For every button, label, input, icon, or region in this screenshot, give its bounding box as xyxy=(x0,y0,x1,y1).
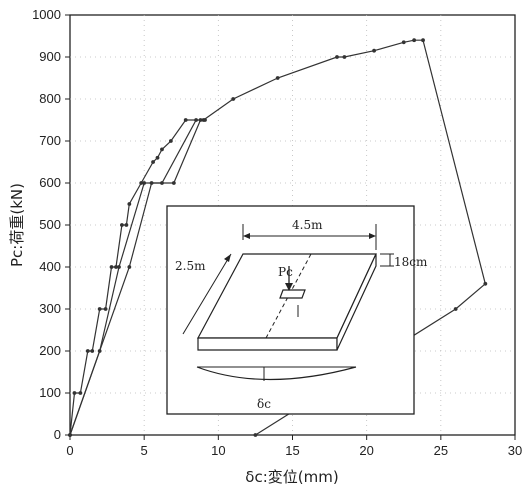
y-tick-label: 900 xyxy=(39,49,61,64)
data-point xyxy=(275,76,280,80)
y-tick-label: 100 xyxy=(39,385,61,400)
data-point xyxy=(421,38,425,43)
y-tick-label: 0 xyxy=(54,427,61,442)
data-point xyxy=(253,433,258,437)
data-point xyxy=(90,349,95,353)
data-point xyxy=(120,223,124,227)
depth-label: 2.5m xyxy=(175,259,206,273)
slab-centerline xyxy=(265,253,312,339)
data-point xyxy=(231,97,236,101)
y-tick-label: 1000 xyxy=(32,7,61,22)
data-point xyxy=(401,40,406,45)
load-arrow-head xyxy=(285,283,293,291)
y-tick-label: 500 xyxy=(39,217,61,232)
depth-dimension-line xyxy=(182,253,232,335)
data-point xyxy=(151,160,155,164)
deflection-label: δc xyxy=(257,397,271,411)
x-tick-label: 30 xyxy=(508,443,522,458)
depth-arrow-top xyxy=(224,254,231,262)
data-point xyxy=(453,307,458,311)
y-tick-label: 400 xyxy=(39,259,61,274)
slab-side-face xyxy=(336,253,377,351)
data-point xyxy=(342,55,347,59)
width-arrow-left xyxy=(243,233,250,239)
x-tick-label: 10 xyxy=(211,443,225,458)
grid-lines xyxy=(70,15,515,435)
data-point xyxy=(139,181,144,185)
data-point xyxy=(103,307,108,311)
data-point xyxy=(124,223,129,227)
data-point xyxy=(149,181,154,185)
data-point xyxy=(160,147,164,152)
data-point xyxy=(372,48,376,53)
series-layer xyxy=(68,38,488,437)
x-tick-label: 5 xyxy=(141,443,148,458)
data-point xyxy=(412,38,417,43)
thickness-label: 18cm xyxy=(394,255,428,269)
slab-front-face xyxy=(197,337,338,351)
data-point xyxy=(68,433,72,437)
x-tick-label: 20 xyxy=(359,443,373,458)
x-tick-label: 25 xyxy=(434,443,448,458)
slab-schematic-inset: Pc 4.5m 2.5m 18cm δc xyxy=(166,205,428,415)
width-label: 4.5m xyxy=(292,218,323,232)
load-plate xyxy=(279,289,306,299)
data-point xyxy=(335,55,339,59)
y-tick-label: 700 xyxy=(39,133,61,148)
data-point xyxy=(194,118,198,122)
data-point xyxy=(171,181,176,185)
data-point xyxy=(117,265,121,269)
data-point xyxy=(114,265,118,269)
y-tick-label: 200 xyxy=(39,343,61,358)
data-point xyxy=(127,202,132,206)
data-point xyxy=(97,307,102,311)
data-point xyxy=(198,118,203,122)
data-point xyxy=(127,265,132,269)
data-point xyxy=(78,391,83,395)
y-axis-title: Pc:荷重(kN) xyxy=(8,183,26,267)
data-point xyxy=(168,139,173,143)
data-point xyxy=(155,155,160,160)
x-tick-label: 0 xyxy=(66,443,73,458)
data-point xyxy=(183,118,188,122)
data-point xyxy=(142,181,147,185)
y-tick-label: 800 xyxy=(39,91,61,106)
load-label: Pc xyxy=(278,265,293,279)
x-tick-label: 15 xyxy=(285,443,299,458)
y-tick-label: 300 xyxy=(39,301,61,316)
y-tick-label: 600 xyxy=(39,175,61,190)
x-axis-title: δc:変位(mm) xyxy=(245,468,338,486)
data-point xyxy=(483,281,488,286)
data-point xyxy=(109,265,114,269)
width-arrow-right xyxy=(369,233,376,239)
data-point xyxy=(72,391,77,395)
data-point xyxy=(85,349,90,353)
axis-ticks: 0 5 10 15 20 25 300100200300400500600700800900… xyxy=(32,7,522,458)
deflection-curve xyxy=(196,366,357,381)
data-point xyxy=(203,118,207,122)
